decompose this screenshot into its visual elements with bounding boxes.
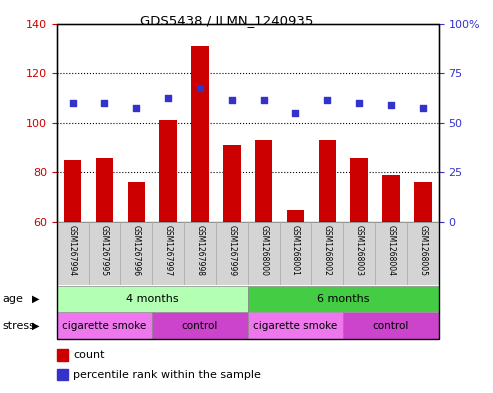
Bar xyxy=(64,160,81,222)
Text: GSM1268002: GSM1268002 xyxy=(323,225,332,276)
Text: GSM1267997: GSM1267997 xyxy=(164,225,173,276)
Bar xyxy=(351,158,368,222)
Text: GSM1267994: GSM1267994 xyxy=(68,225,77,276)
Bar xyxy=(120,222,152,285)
Bar xyxy=(382,175,400,222)
Bar xyxy=(191,46,209,222)
Text: GDS5438 / ILMN_1240935: GDS5438 / ILMN_1240935 xyxy=(140,14,314,27)
Text: percentile rank within the sample: percentile rank within the sample xyxy=(73,370,261,380)
Point xyxy=(260,97,268,104)
Bar xyxy=(247,312,343,339)
Text: GSM1268000: GSM1268000 xyxy=(259,225,268,276)
Text: 6 months: 6 months xyxy=(317,294,369,304)
Text: GSM1268004: GSM1268004 xyxy=(387,225,395,276)
Bar xyxy=(287,209,304,222)
Point xyxy=(196,85,204,91)
Bar xyxy=(318,140,336,222)
Text: GSM1267995: GSM1267995 xyxy=(100,225,109,276)
Bar xyxy=(343,222,375,285)
Bar xyxy=(57,349,68,361)
Text: 4 months: 4 months xyxy=(126,294,178,304)
Point xyxy=(69,100,76,106)
Text: control: control xyxy=(373,321,409,331)
Bar xyxy=(152,312,247,339)
Text: count: count xyxy=(73,350,105,360)
Text: GSM1268005: GSM1268005 xyxy=(419,225,427,276)
Point xyxy=(228,97,236,104)
Bar xyxy=(343,312,439,339)
Bar xyxy=(255,140,273,222)
Bar xyxy=(96,158,113,222)
Bar xyxy=(407,222,439,285)
Text: ▶: ▶ xyxy=(32,294,39,304)
Point xyxy=(132,105,140,111)
Text: GSM1268001: GSM1268001 xyxy=(291,225,300,276)
Point xyxy=(419,105,427,111)
Bar xyxy=(159,120,177,222)
Bar xyxy=(414,182,431,222)
Bar xyxy=(57,286,247,312)
Bar xyxy=(247,286,439,312)
Text: GSM1267998: GSM1267998 xyxy=(195,225,205,276)
Text: control: control xyxy=(182,321,218,331)
Point xyxy=(164,95,172,101)
Text: stress: stress xyxy=(2,321,35,331)
Text: ▶: ▶ xyxy=(32,321,39,331)
Point xyxy=(323,97,331,104)
Bar xyxy=(375,222,407,285)
Point xyxy=(291,110,299,116)
Point xyxy=(387,102,395,108)
Text: cigarette smoke: cigarette smoke xyxy=(62,321,146,331)
Point xyxy=(355,100,363,106)
Text: GSM1267996: GSM1267996 xyxy=(132,225,141,276)
Text: cigarette smoke: cigarette smoke xyxy=(253,321,338,331)
Bar xyxy=(216,222,247,285)
Text: GSM1267999: GSM1267999 xyxy=(227,225,236,276)
Bar xyxy=(128,182,145,222)
Text: GSM1268003: GSM1268003 xyxy=(354,225,364,276)
Bar xyxy=(280,222,312,285)
Text: age: age xyxy=(2,294,23,304)
Bar xyxy=(152,222,184,285)
Bar xyxy=(247,222,280,285)
Bar xyxy=(57,222,89,285)
Bar xyxy=(312,222,343,285)
Point xyxy=(101,100,108,106)
Bar xyxy=(57,369,68,380)
Bar xyxy=(89,222,120,285)
Bar xyxy=(223,145,241,222)
Bar xyxy=(57,312,152,339)
Bar xyxy=(184,222,216,285)
